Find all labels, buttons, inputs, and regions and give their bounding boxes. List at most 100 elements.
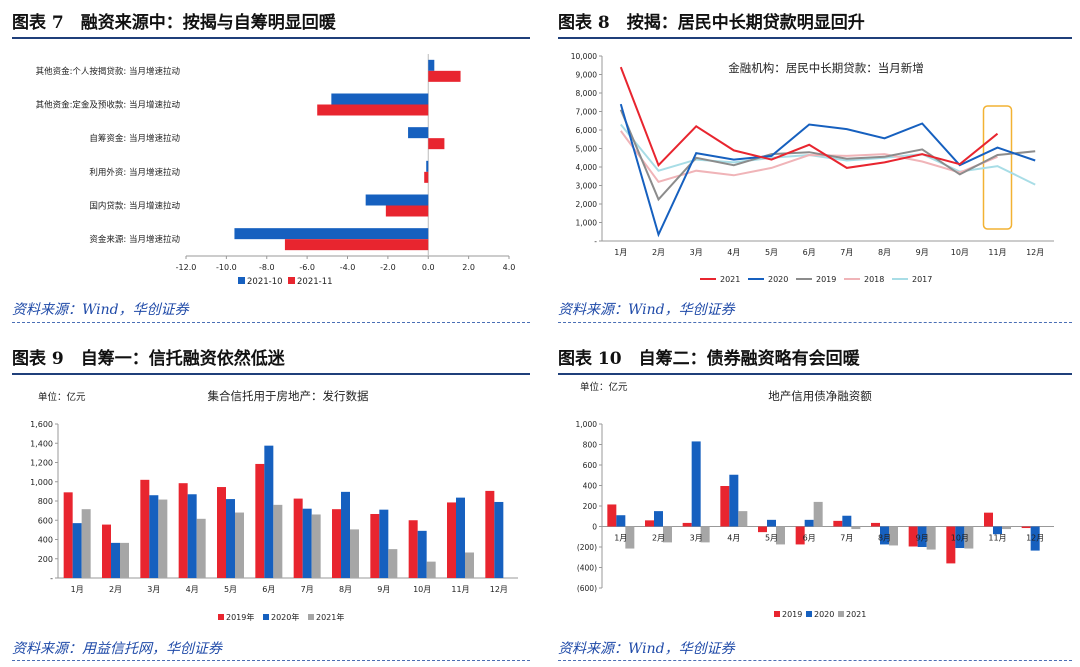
bar-2020年 — [264, 445, 274, 578]
bar-2021 — [776, 526, 785, 545]
figure-8-title: 图表 8 按揭：居民中长期贷款明显回升 — [558, 13, 865, 33]
x-tick-label: 8月 — [878, 534, 891, 543]
figure-10-title: 图表 10 自筹二：债券融资略有会回暖 — [558, 349, 860, 369]
bar-2021 — [851, 526, 861, 530]
bar-2020年 — [187, 494, 197, 578]
bar-2021年 — [81, 509, 91, 578]
bar-2019年 — [408, 520, 418, 578]
bar-2019 — [908, 526, 918, 547]
y-tick-label: (400) — [577, 564, 597, 573]
x-tick-label: 4月 — [727, 534, 740, 543]
bar-2020年 — [302, 508, 312, 578]
bar-2019年 — [332, 509, 341, 578]
bar-2021-11 — [385, 205, 429, 217]
bar-2019年 — [485, 490, 495, 578]
bar-2019年 — [63, 492, 73, 578]
bar-2019年 — [370, 513, 380, 578]
y-tick-label: 5,000 — [576, 145, 598, 154]
y-tick-label: 4,000 — [576, 163, 598, 172]
bar-2020 — [616, 515, 626, 527]
panel-figure-8: 图表 8 按揭：居民中长期贷款明显回升 - 1,000 2,000 3,000 4,00… — [558, 8, 1072, 328]
bar-2019 — [871, 522, 880, 527]
panel-figure-7: 图表 7 融资来源中：按揭与自筹明显回暖 -12.0 -10.0 -8.0 -6.0-… — [12, 8, 530, 328]
bar-2021 — [625, 526, 635, 549]
bar-2019 — [984, 512, 993, 527]
x-tick-label: 2月 — [652, 248, 665, 257]
figure-9-source-divider — [12, 660, 530, 661]
x-tick-label: 11月 — [451, 585, 469, 594]
x-tick-label: 6月 — [803, 248, 816, 257]
bar-2019 — [682, 522, 692, 527]
legend-label: 2017 — [912, 275, 932, 284]
x-tick-label: 6月 — [262, 585, 275, 594]
bar-2020年 — [111, 542, 120, 578]
y-tick-label: 0 — [592, 523, 597, 532]
bar-2020年 — [494, 501, 504, 578]
bar-2021年 — [388, 549, 398, 578]
bar-2020 — [842, 515, 852, 527]
figure-8-title-rule — [558, 37, 1072, 39]
figure-7-source: 资料来源：Wind，华创证券 — [12, 302, 189, 318]
y-tick-label: 3,000 — [576, 182, 598, 191]
bar-2021-10 — [426, 160, 429, 172]
legend-swatch-2019年 — [218, 614, 224, 620]
bar-2021 — [889, 526, 898, 546]
bar-2021-10 — [408, 127, 429, 139]
category-label: 其他资金:定金及预收款: 当月增速拉动 — [36, 100, 181, 111]
figure-10-title-rule — [558, 373, 1072, 375]
x-tick-label: 5月 — [765, 534, 778, 543]
figure-7-title-rule — [12, 37, 530, 39]
bar-2019年 — [255, 463, 265, 578]
chart-title: 集合信托用于房地产：发行数据 — [208, 389, 369, 403]
x-tick-label: 12月 — [1026, 248, 1044, 257]
bar-2019年 — [293, 498, 303, 578]
x-tick-label: 6月 — [803, 534, 816, 543]
bar-2020 — [654, 511, 663, 527]
y-tick-label: (600) — [577, 584, 597, 593]
bar-2021年 — [158, 499, 168, 578]
unit-label: 单位：亿元 — [580, 381, 628, 393]
x-tick-label: 3月 — [690, 248, 703, 257]
y-tick-label: 1,200 — [30, 459, 53, 468]
y-tick-label: - — [594, 237, 597, 246]
bar-2021年 — [426, 561, 436, 578]
legend-label: 2019 — [816, 275, 836, 284]
bar-2021 — [964, 526, 974, 549]
bar-2021 — [1002, 526, 1011, 530]
x-tick-label: 2月 — [652, 534, 665, 543]
legend-label: 2020 — [814, 610, 834, 619]
bar-2019年 — [447, 502, 456, 578]
bar-2021-11 — [428, 138, 445, 150]
bar-2019年 — [140, 479, 150, 578]
x-tick-label: 1月 — [614, 534, 627, 543]
x-tick-label: 0.0 — [422, 263, 435, 272]
legend-label: 2021 — [846, 610, 866, 619]
legend-swatch-2020 — [806, 611, 812, 617]
bar-2020年 — [456, 497, 465, 578]
legend-label: 2020年 — [271, 612, 299, 622]
legend-swatch-2020年 — [263, 614, 269, 620]
x-tick-label: 9月 — [916, 534, 929, 543]
chart-p9-trust-issuance: 单位：亿元 集合信托用于房地产：发行数据 - 200 400 600 800 1,000 1,2… — [30, 389, 518, 622]
bar-2020年 — [226, 499, 235, 578]
bar-2019 — [645, 520, 654, 527]
x-tick-label: -2.0 — [380, 263, 396, 272]
figure-9-source: 资料来源：用益信托网，华创证券 — [12, 641, 222, 657]
x-tick-label: 5月 — [224, 585, 237, 594]
series-line-2018 — [619, 130, 998, 183]
legend-swatch-2021年 — [308, 614, 314, 620]
bar-2021-11 — [284, 239, 429, 251]
bar-2021-11 — [317, 104, 429, 116]
legend-label: 2021年 — [316, 612, 344, 622]
bar-2021年 — [311, 514, 321, 578]
x-tick-label: 3月 — [690, 534, 703, 543]
y-tick-label: 1,000 — [576, 219, 598, 228]
bar-2019 — [833, 520, 843, 527]
x-tick-label: 4月 — [186, 585, 199, 594]
legend-label: 2020 — [768, 275, 788, 284]
bar-2020 — [1030, 526, 1040, 551]
figure-9-title-rule — [12, 373, 530, 375]
x-tick-label: 5月 — [765, 248, 778, 257]
bar-2020年 — [417, 530, 427, 578]
y-tick-label: 400 — [583, 482, 598, 491]
